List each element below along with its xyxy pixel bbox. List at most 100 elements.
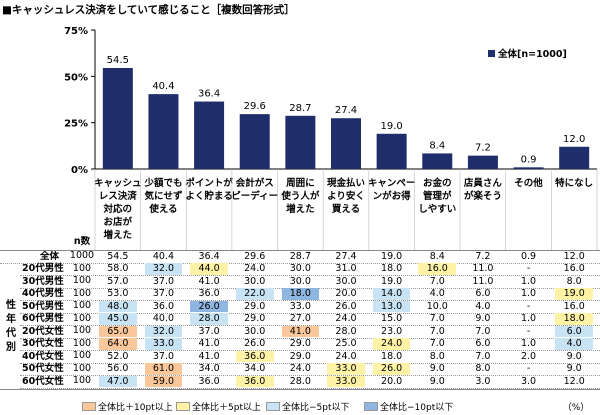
table-cell: 9.0 [429,375,445,387]
table-cell: 24.0 [335,313,357,324]
table-cell: 36.0 [198,288,220,299]
table-cell: 32.0 [144,325,183,337]
table-cell: 29.0 [244,300,266,312]
table-cell: 36.0 [152,300,175,312]
table-cell: 16.0 [563,300,585,312]
table-cell: 37.0 [198,325,220,337]
row-divider [20,350,600,351]
table-cell: 13.0 [372,300,411,312]
legend-item: 全体比−5pt以下 [266,402,350,414]
n-header: n数 [73,236,91,247]
row-label: 50代男性 [22,300,64,312]
legend-text: 全体比＋5pt以上 [192,403,261,413]
row-divider [0,262,600,264]
category-label: 増えた [286,203,315,215]
category-label: より安く [327,190,365,202]
table-cell: 29.0 [289,338,311,349]
bar-chart: 75%50%25%0%54.5キャッシュレス決済対応のお店が増えた40.4少額で… [64,26,598,250]
row-divider [20,300,600,301]
table-cell: 18.0 [381,263,403,274]
bar [148,94,179,169]
category-label: 買える [332,204,360,215]
table-cell: 29.0 [289,350,311,362]
bar [376,133,407,169]
legend-item: 全体比−10pt以下 [364,402,453,414]
table-cell: 37.0 [152,350,175,362]
table-cell: 26.0 [372,363,411,375]
category-label: 特になし [555,177,593,189]
category-label: レス決済 [99,190,138,202]
table-cell: 37.0 [152,275,175,287]
table-cell: 9.0 [566,350,582,362]
table-cell: 41.0 [198,338,220,349]
row-divider [20,362,600,364]
table-cell: 7.0 [475,325,491,337]
table-cell: 8.0 [429,350,445,362]
data-label: 19.0 [381,121,403,132]
category-label: その他 [514,177,543,189]
category-label: 使う人が [280,190,320,202]
table-cell: 15.0 [381,313,403,324]
table-cell: 40.4 [152,250,175,262]
category-label: が楽そう [464,190,502,202]
category-label: 少額でも [143,177,182,189]
table-cell: 11.0 [472,263,494,274]
table-cell: 58.0 [107,263,129,274]
table-cell: 1.0 [520,275,537,287]
data-label: 7.2 [475,143,491,154]
table-cell: 36.0 [235,375,274,387]
table-cell: 54.5 [107,250,129,262]
table-cell: 1.0 [520,338,537,349]
row-label: 30代女性 [22,338,64,349]
table-cell: 36.0 [235,350,274,362]
category-label: ピーディー [231,190,278,202]
data-label: 54.5 [107,55,129,66]
category-label: 対応の [103,203,133,215]
y-tick-label: 75% [64,26,88,37]
table-cell: 34.0 [244,363,266,374]
table-cell: 30.0 [244,275,266,287]
table-cell: 44.0 [190,263,228,275]
table-cell: 7.0 [475,350,491,362]
row-label: 50代女性 [22,363,64,374]
table-cell: 30.0 [244,325,266,337]
table-cell: 28.0 [190,313,228,325]
table-cell: - [526,325,531,337]
data-label: 0.9 [521,154,537,165]
table-cell: 19.0 [381,275,403,287]
table-cell: 6.0 [475,338,491,349]
table-cell: 29.0 [244,313,266,324]
group-label-char: 性 [6,300,16,311]
bar [559,146,590,169]
table-cell: 30.0 [335,275,357,287]
table-cell: 65.0 [99,325,137,337]
table-cell: 2.0 [520,350,537,362]
legend-swatch [266,402,280,411]
category-label: ポイントが [185,177,233,189]
table-cell: 4.0 [429,288,445,299]
table-cell: 27.0 [289,313,311,324]
row-label: 60代女性 [22,375,64,387]
data-label: 28.7 [289,103,311,114]
table-top-border [0,250,600,251]
table-cell: 47.0 [99,375,137,387]
table-cell: 11.0 [472,275,494,287]
table-cell: 1.0 [520,313,537,324]
table-cell: 16.0 [418,263,457,275]
bar [194,101,225,169]
table-cell: 34.0 [198,363,220,374]
group-label-char: 代 [6,328,16,339]
bar [102,67,133,169]
legend-text: 全体比＋10pt以上 [98,403,173,413]
table-cell: 57.0 [107,275,129,287]
table-cell: 20.0 [381,375,403,387]
n-value: 100 [72,375,92,386]
n-value: 100 [72,275,92,286]
table-cell: - [526,300,531,312]
table-cell: 36.0 [198,375,220,387]
y-tick-label: 50% [64,72,88,83]
row-divider [20,337,600,339]
table-cell: 4.0 [555,338,593,350]
table-cell: 25.0 [335,338,357,349]
table-cell: 7.0 [429,325,445,337]
